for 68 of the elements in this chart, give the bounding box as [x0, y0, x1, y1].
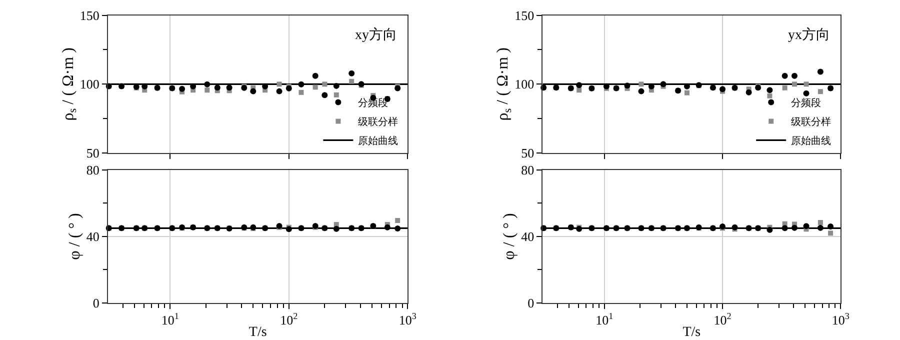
point: [766, 87, 773, 94]
legend-label: 级联分样: [358, 116, 398, 128]
y-axis-title: φ / ( ° ): [66, 213, 84, 260]
y-tick-label: 80: [86, 162, 100, 178]
point: [298, 81, 304, 88]
legend-label: 级联分样: [791, 116, 832, 128]
legend-label: 原始曲线: [791, 135, 832, 148]
x-tick-label: 10$^{1}$: [161, 311, 179, 328]
point: [792, 72, 798, 79]
point: [394, 225, 401, 232]
point: [334, 92, 339, 98]
point: [250, 88, 256, 94]
y-tick-label: 50: [86, 146, 100, 161]
point: [576, 82, 582, 88]
x-axis-title: T/s: [682, 325, 701, 340]
point: [298, 90, 304, 95]
annotation: xy方向: [355, 27, 397, 43]
point: [804, 82, 809, 87]
point: [803, 223, 810, 230]
point: [684, 90, 690, 96]
point: [792, 82, 797, 87]
point: [226, 84, 232, 91]
point: [803, 90, 810, 96]
point: [792, 224, 798, 231]
point: [286, 85, 292, 92]
y-axis-title: φ / ( ° ): [501, 213, 518, 260]
point: [732, 224, 738, 230]
point: [684, 83, 690, 90]
y-tick-label: 50: [521, 146, 534, 161]
y-tick-label: 80: [521, 162, 534, 178]
x-tick-label: 10$^{1}$: [596, 311, 614, 328]
legend-label: 原始曲线: [358, 135, 398, 148]
point: [648, 83, 654, 90]
point: [179, 86, 186, 92]
y-tick-label: 0: [528, 295, 534, 310]
y-tick-label: 100: [514, 76, 534, 92]
point: [142, 83, 148, 90]
point: [286, 226, 292, 232]
point: [262, 83, 268, 90]
point: [828, 224, 834, 230]
x-axis-title: T/s: [248, 325, 267, 340]
y-tick-label: 40: [521, 229, 534, 244]
point: [394, 85, 401, 92]
y-tick-label: 40: [86, 229, 100, 244]
legend-label: 分频段: [791, 97, 822, 110]
point: [214, 84, 220, 91]
point: [766, 226, 773, 233]
annotation: yx方向: [788, 27, 830, 43]
point: [660, 81, 666, 88]
x-tick-label: 10$^{2}$: [280, 311, 298, 328]
y-tick-label: 150: [80, 8, 100, 23]
x-tick-label: 10$^{3}$: [398, 311, 417, 328]
point: [190, 83, 196, 90]
point: [322, 82, 328, 87]
point: [322, 92, 328, 98]
point: [624, 82, 630, 89]
y-tick-label: 100: [80, 76, 100, 92]
x-tick-label: 10$^{2}$: [714, 311, 732, 328]
point: [767, 93, 772, 98]
point: [333, 226, 340, 232]
point: [828, 230, 834, 236]
point: [720, 86, 726, 92]
point: [395, 218, 400, 224]
x-tick-label: 10$^{3}$: [832, 311, 850, 328]
point: [576, 88, 582, 93]
y-tick-label: 150: [514, 8, 534, 23]
y-tick-label: 0: [92, 295, 100, 310]
point: [333, 82, 340, 89]
